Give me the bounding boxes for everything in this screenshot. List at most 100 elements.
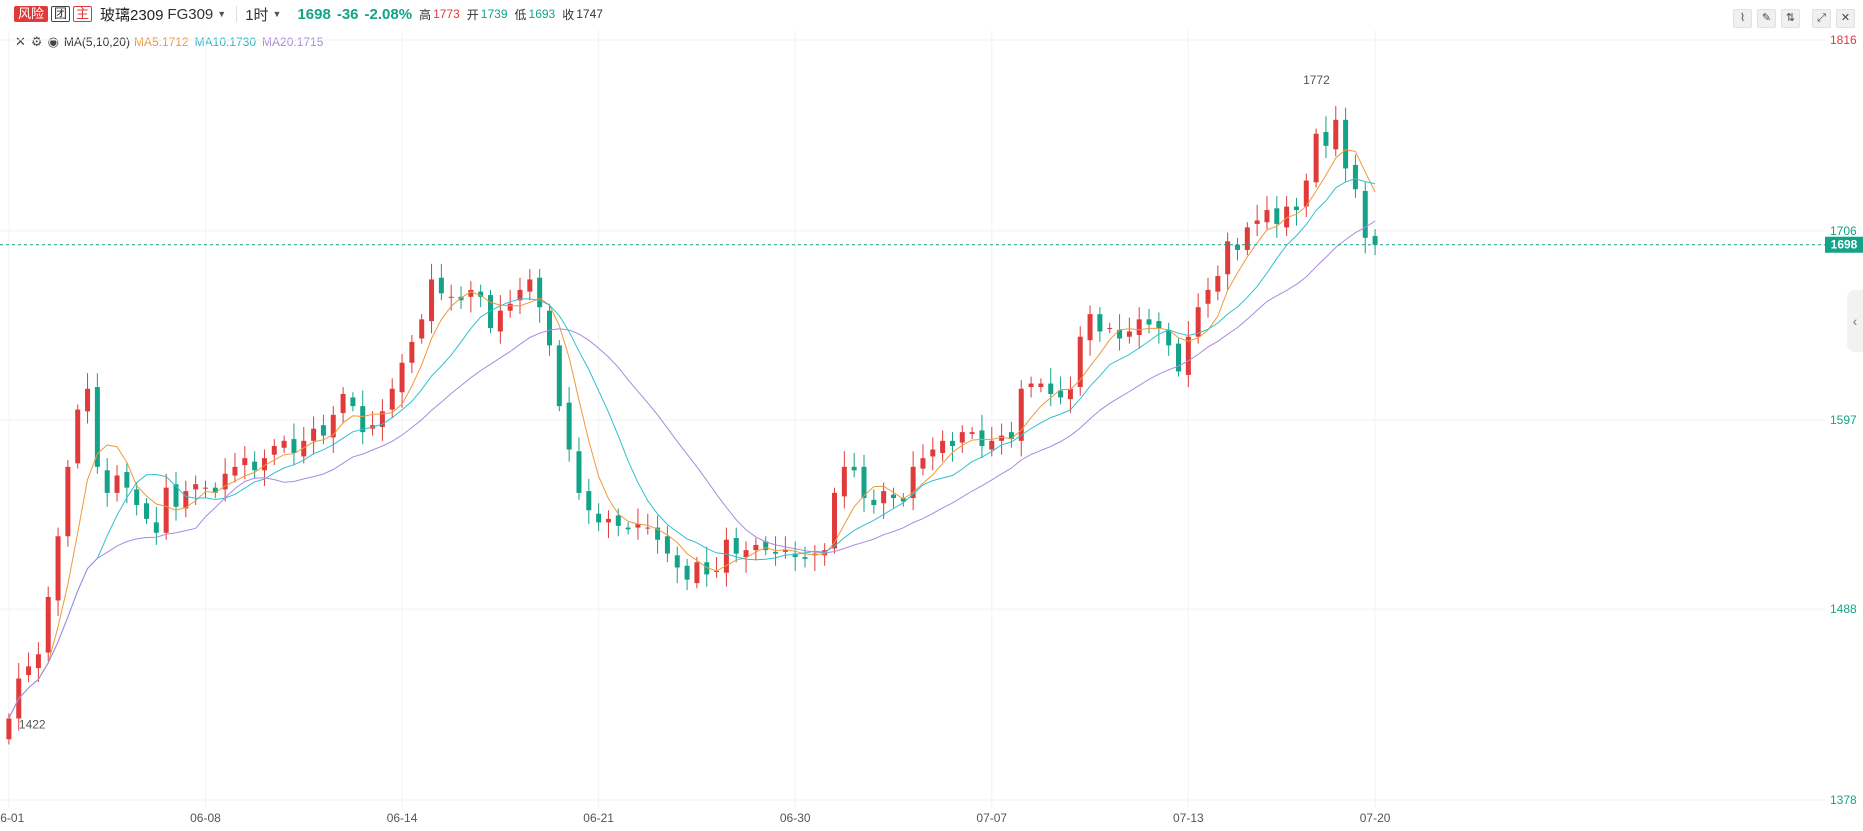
low-value: 1693 bbox=[528, 7, 556, 21]
candle-body bbox=[65, 466, 71, 537]
candle-body bbox=[959, 432, 965, 443]
candle-body bbox=[389, 388, 395, 410]
price-change: -36 bbox=[336, 5, 359, 23]
risk-tag[interactable]: 风险 bbox=[14, 6, 49, 22]
chart-grid bbox=[0, 30, 1825, 808]
candle-body bbox=[773, 551, 779, 554]
candle-body bbox=[26, 666, 32, 676]
x-tick-label: 06-21 bbox=[583, 811, 614, 825]
candle-body bbox=[822, 550, 828, 556]
candle-body bbox=[271, 446, 277, 455]
candle-body bbox=[1333, 119, 1339, 150]
ma10-value: MA10:1730 bbox=[194, 35, 257, 49]
candle-body bbox=[841, 466, 847, 497]
candle-body bbox=[1352, 164, 1358, 190]
candle-body bbox=[1087, 314, 1093, 341]
candle-body bbox=[478, 291, 484, 297]
indicator-legend: ✕ ⚙ ◉ MA(5,10,20) MA5:1712 MA10:1730 MA2… bbox=[15, 34, 323, 50]
candle-body bbox=[890, 494, 896, 499]
candle-body bbox=[1117, 329, 1123, 339]
chart-type-icon[interactable]: ⌇ bbox=[1733, 9, 1752, 28]
draw-icon[interactable]: ✎ bbox=[1757, 9, 1776, 28]
candle-body bbox=[615, 515, 621, 526]
high-value: 1773 bbox=[433, 7, 460, 21]
candle-body bbox=[193, 484, 199, 490]
period-selector[interactable]: 1时 bbox=[245, 6, 269, 24]
candle-body bbox=[232, 466, 238, 476]
compare-icon[interactable]: ⇅ bbox=[1781, 9, 1800, 28]
ma-lines bbox=[8, 149, 1376, 719]
candle-body bbox=[1126, 331, 1132, 337]
close-icon[interactable]: ✕ bbox=[1836, 9, 1855, 28]
main-contract-tag[interactable]: 主 bbox=[73, 6, 93, 22]
candle-body bbox=[910, 466, 916, 499]
max-annotation: 1772 bbox=[1303, 73, 1330, 87]
candle-body bbox=[153, 522, 159, 533]
candle-body bbox=[527, 279, 533, 292]
y-tick-label: 1378 bbox=[1830, 793, 1857, 807]
candle-body bbox=[1008, 432, 1014, 440]
candle-body bbox=[1146, 319, 1152, 325]
symbol-code[interactable]: FG309 bbox=[167, 5, 214, 23]
close-label: 收 bbox=[562, 7, 575, 22]
x-tick-label: 06-01 bbox=[0, 811, 25, 825]
collapse-panel-icon[interactable]: ‹ bbox=[1847, 290, 1863, 352]
candle-body bbox=[635, 524, 641, 528]
visibility-icon[interactable]: ◉ bbox=[47, 34, 59, 49]
candle-body bbox=[497, 310, 503, 332]
candle-body bbox=[969, 432, 975, 434]
candle-body bbox=[1343, 119, 1349, 169]
candle-body bbox=[940, 440, 946, 453]
x-tick-label: 07-07 bbox=[976, 811, 1007, 825]
period-dropdown-icon[interactable]: ▼ bbox=[272, 9, 282, 19]
x-tick-label: 06-14 bbox=[387, 811, 418, 825]
candle-body bbox=[6, 718, 12, 740]
candle-body bbox=[743, 550, 749, 558]
candle-body bbox=[320, 425, 326, 436]
last-price-label: 1698 bbox=[1831, 238, 1858, 252]
y-tick-label: 1816 bbox=[1830, 33, 1857, 47]
candle-body bbox=[252, 461, 258, 471]
candle-body bbox=[409, 341, 415, 363]
candle-body bbox=[340, 393, 346, 414]
candle-body bbox=[881, 491, 887, 504]
group-tag[interactable]: 团 bbox=[51, 6, 71, 22]
open-label: 开 bbox=[466, 7, 479, 22]
axes: 1816 1706 1597 1488 1378 06-01 06-08 06-14 06-21… bbox=[0, 33, 1863, 825]
candle-body bbox=[212, 487, 218, 493]
candle-body bbox=[1244, 227, 1250, 250]
candle-body bbox=[1264, 210, 1270, 223]
symbol-dropdown-icon[interactable]: ▼ bbox=[217, 9, 227, 19]
candle-body bbox=[45, 596, 51, 653]
candle-body bbox=[350, 397, 356, 407]
candle-body bbox=[920, 458, 926, 469]
candle-body bbox=[183, 491, 189, 509]
candle-body bbox=[596, 513, 602, 523]
expand-icon[interactable]: ⤢ bbox=[1812, 9, 1831, 28]
candle-body bbox=[851, 466, 857, 471]
candle-body bbox=[1225, 241, 1231, 275]
candle-body bbox=[674, 555, 680, 568]
ma-indicator-name: MA(5,10,20) bbox=[63, 35, 130, 49]
last-price-marker bbox=[1825, 236, 1863, 253]
close-indicator-icon[interactable]: ✕ bbox=[15, 34, 26, 49]
candle-body bbox=[802, 557, 808, 559]
candle-body bbox=[507, 303, 513, 311]
candle-body bbox=[301, 440, 307, 457]
candle-body bbox=[16, 678, 22, 719]
candle-body bbox=[1284, 206, 1290, 228]
candle-body bbox=[664, 536, 670, 554]
candle-body bbox=[753, 544, 759, 551]
candle-body bbox=[1323, 131, 1329, 146]
candle-body bbox=[1372, 236, 1378, 245]
candle-body bbox=[94, 387, 100, 467]
candle-body bbox=[85, 388, 91, 412]
candle-body bbox=[35, 654, 41, 669]
candle-body bbox=[144, 503, 150, 519]
candle-body bbox=[1097, 314, 1103, 332]
candle-body bbox=[1362, 190, 1368, 238]
settings-icon[interactable]: ⚙ bbox=[30, 34, 43, 49]
candle-body bbox=[163, 487, 169, 533]
x-tick-label: 06-08 bbox=[190, 811, 221, 825]
